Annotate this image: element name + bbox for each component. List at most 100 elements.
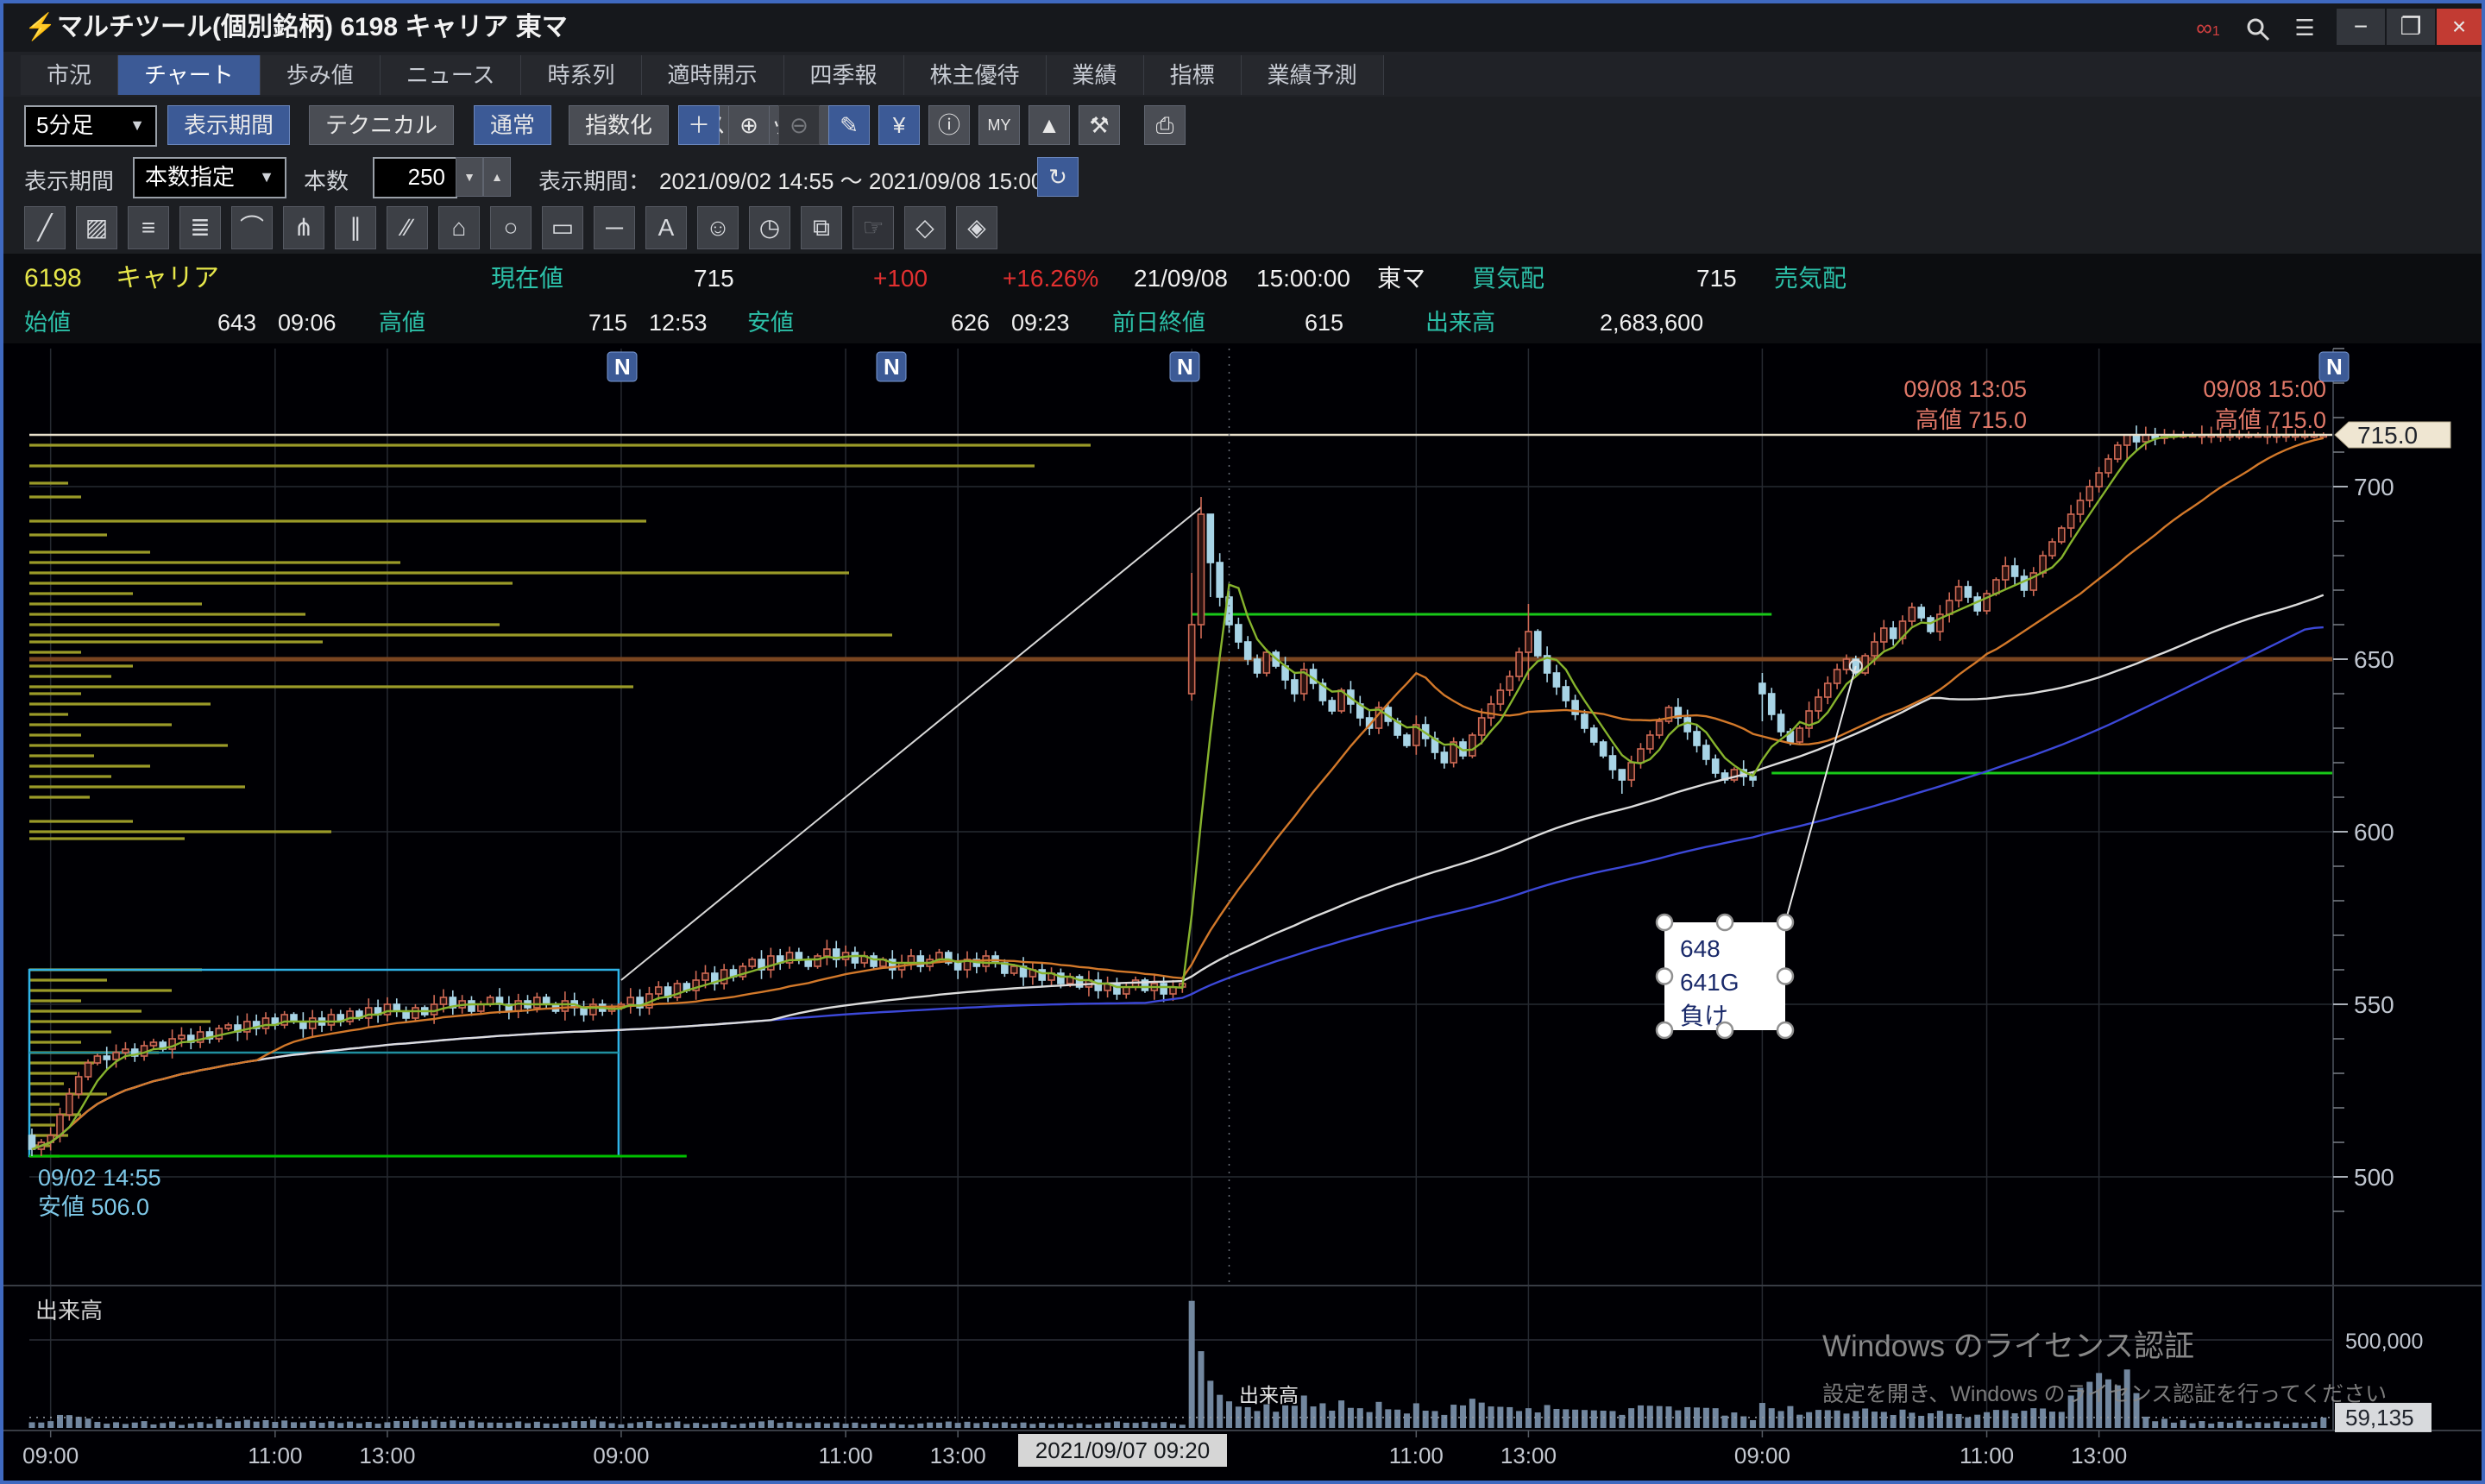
current-price-tag — [2334, 421, 2451, 449]
reload-icon[interactable]: ↻ — [1037, 157, 1079, 197]
chart-area[interactable]: 700 650 600 550 500 715.0 N N N N 09/08 13:05 高値 71… — [3, 343, 2482, 1481]
link-group-icon[interactable]: ∞1 — [2196, 15, 2220, 41]
tab-8[interactable]: 業績 — [1046, 55, 1144, 95]
tab-1[interactable]: チャート — [118, 55, 261, 95]
menu-icon[interactable]: ☰ — [2294, 15, 2315, 41]
note-text-box — [1664, 922, 1785, 1030]
tab-0[interactable]: 市況 — [21, 55, 119, 95]
zoom-in-icon[interactable]: ⊕ — [728, 105, 770, 145]
trendline-tool[interactable]: ╱ — [24, 206, 66, 249]
time-mark-tool[interactable]: ◷ — [749, 206, 790, 249]
market-name: 東マ — [1377, 265, 1426, 292]
high-price: 715 — [588, 310, 628, 336]
wrench-icon[interactable]: ⚒ — [1079, 105, 1120, 145]
time-tick-label: 13:00 — [1500, 1443, 1557, 1468]
crosshair-icon[interactable]: ＋ — [678, 105, 720, 145]
price-change: +100 — [873, 265, 928, 292]
ma-line-green — [31, 433, 2324, 1151]
svg-text:N: N — [614, 354, 631, 380]
news-marker-icon — [876, 351, 907, 382]
tab-6[interactable]: 四季報 — [783, 55, 904, 95]
price-change-pct: +16.26% — [1003, 265, 1099, 292]
low-annotation: 09/02 14:55 — [38, 1165, 161, 1191]
search-icon[interactable] — [2238, 10, 2278, 45]
period-label: 表示期間 — [24, 168, 115, 194]
pencil-icon[interactable]: ✎ — [828, 105, 870, 145]
volume-series-label: 出来高 — [1239, 1384, 1299, 1406]
area-chart-icon[interactable]: ▲ — [1029, 105, 1070, 145]
open-time: 09:06 — [278, 310, 337, 336]
minimize-button[interactable]: − — [2337, 9, 2385, 45]
tab-2[interactable]: 歩み値 — [260, 55, 381, 95]
close-button[interactable]: × — [2437, 9, 2482, 45]
print-icon[interactable]: ⎙ — [1144, 105, 1186, 145]
fibo-arc-tool[interactable]: ⌒ — [231, 206, 273, 249]
hsegment-tool[interactable]: ─ — [594, 206, 635, 249]
copy-object-tool[interactable]: ⧉ — [801, 206, 842, 249]
selection-handle — [1655, 1021, 1674, 1040]
ray-line-tool[interactable]: ∕∕ — [387, 206, 428, 249]
time-tick-label: 09:00 — [593, 1443, 649, 1468]
icon-stamp-tool[interactable]: ☺ — [697, 206, 739, 249]
tab-5[interactable]: 適時開示 — [641, 55, 784, 95]
stock-code: 6198 — [24, 264, 82, 292]
app-logo-icon: ⚡ — [24, 13, 57, 41]
count-down-spinner[interactable]: ▼ — [456, 157, 483, 197]
text-tool[interactable]: A — [645, 206, 687, 249]
tab-4[interactable]: 時系列 — [521, 55, 642, 95]
parallel-line-tool[interactable]: ▨ — [76, 206, 117, 249]
open-price: 643 — [217, 310, 257, 336]
hand-tool[interactable]: ☞ — [852, 206, 894, 249]
note-text-line: 641G — [1680, 969, 1740, 996]
ellipse-tool[interactable]: ○ — [490, 206, 532, 249]
highlighted-time-label — [1018, 1434, 1227, 1467]
time-tick-label: 11:00 — [1960, 1443, 2014, 1468]
time-tick-label: 09:00 — [1734, 1443, 1790, 1468]
quote-row-2: 始値 643 09:06 高値 715 12:53 安値 626 09:23 前… — [3, 304, 2482, 345]
prev-close-label: 前日終値 — [1112, 310, 1205, 336]
tab-9[interactable]: 指標 — [1143, 55, 1242, 95]
current-volume-tag — [2335, 1402, 2432, 1432]
open-label: 始値 — [24, 310, 71, 336]
rectangle-tool[interactable]: ▭ — [542, 206, 583, 249]
yen-icon[interactable]: ¥ — [878, 105, 920, 145]
count-mode-select[interactable]: 本数指定 ▼ — [133, 157, 286, 198]
range-label: 表示期間： — [538, 168, 651, 194]
count-input[interactable]: 250 — [373, 157, 457, 198]
price-tick-label: 500 — [2354, 1164, 2394, 1191]
zoom-out-icon[interactable]: ⊖ — [778, 105, 820, 145]
timeframe-select[interactable]: 5分足 ▼ — [24, 105, 157, 147]
hline3-tool[interactable]: ≡ — [128, 206, 169, 249]
info-icon[interactable]: ⓘ — [928, 105, 970, 145]
bid-label: 買気配 — [1472, 265, 1545, 292]
price-label: 現在値 — [491, 265, 564, 292]
tab-10[interactable]: 業績予測 — [1241, 55, 1384, 95]
display-period-button[interactable]: 表示期間 — [167, 105, 291, 145]
tab-7[interactable]: 株主優待 — [903, 55, 1047, 95]
ask-label: 売気配 — [1774, 265, 1847, 292]
fan-line-tool[interactable]: ⋔ — [283, 206, 324, 249]
normal-button[interactable]: 通常 — [474, 105, 552, 145]
period-toolbar: 表示期間 本数指定 ▼ 本数 250 ▼ ▲ 表示期間： 2021/09/02 1… — [3, 152, 2482, 202]
hline4-tool[interactable]: ≣ — [179, 206, 221, 249]
volume-bars — [28, 1300, 2327, 1428]
svg-text:2021/09/07 09:20: 2021/09/07 09:20 — [1035, 1437, 1210, 1463]
low-time: 09:23 — [1011, 310, 1070, 336]
low-label: 安値 — [747, 310, 794, 336]
quote-row-1: 6198 キャリア 現在値 715 +100 +16.26% 21/09/08 … — [3, 254, 2482, 304]
technical-button[interactable]: テクニカル — [309, 105, 455, 145]
restore-button[interactable]: ❐ — [2387, 9, 2435, 45]
tab-3[interactable]: ニュース — [380, 55, 522, 95]
my-chart-icon[interactable]: MY — [978, 105, 1020, 145]
indexed-button[interactable]: 指数化 — [569, 105, 670, 145]
pentagon-tool[interactable]: ⌂ — [438, 206, 480, 249]
erase-all-tool[interactable]: ◈ — [956, 206, 997, 249]
price-tick-label: 600 — [2354, 819, 2394, 846]
windows-activation-watermark: Windows のライセンス認証 — [1822, 1330, 2194, 1363]
time-tick-label: 13:00 — [359, 1443, 415, 1468]
selection-handle — [1776, 967, 1795, 985]
erase-tool[interactable]: ◇ — [904, 206, 946, 249]
count-up-spinner[interactable]: ▲ — [483, 157, 511, 197]
tab-bar: 市況 チャート 歩み値 ニュース 時系列 適時開示 四季報 株主優待 業績 指標 業績予測 — [3, 52, 2482, 98]
vline-tool[interactable]: ∥ — [335, 206, 376, 249]
